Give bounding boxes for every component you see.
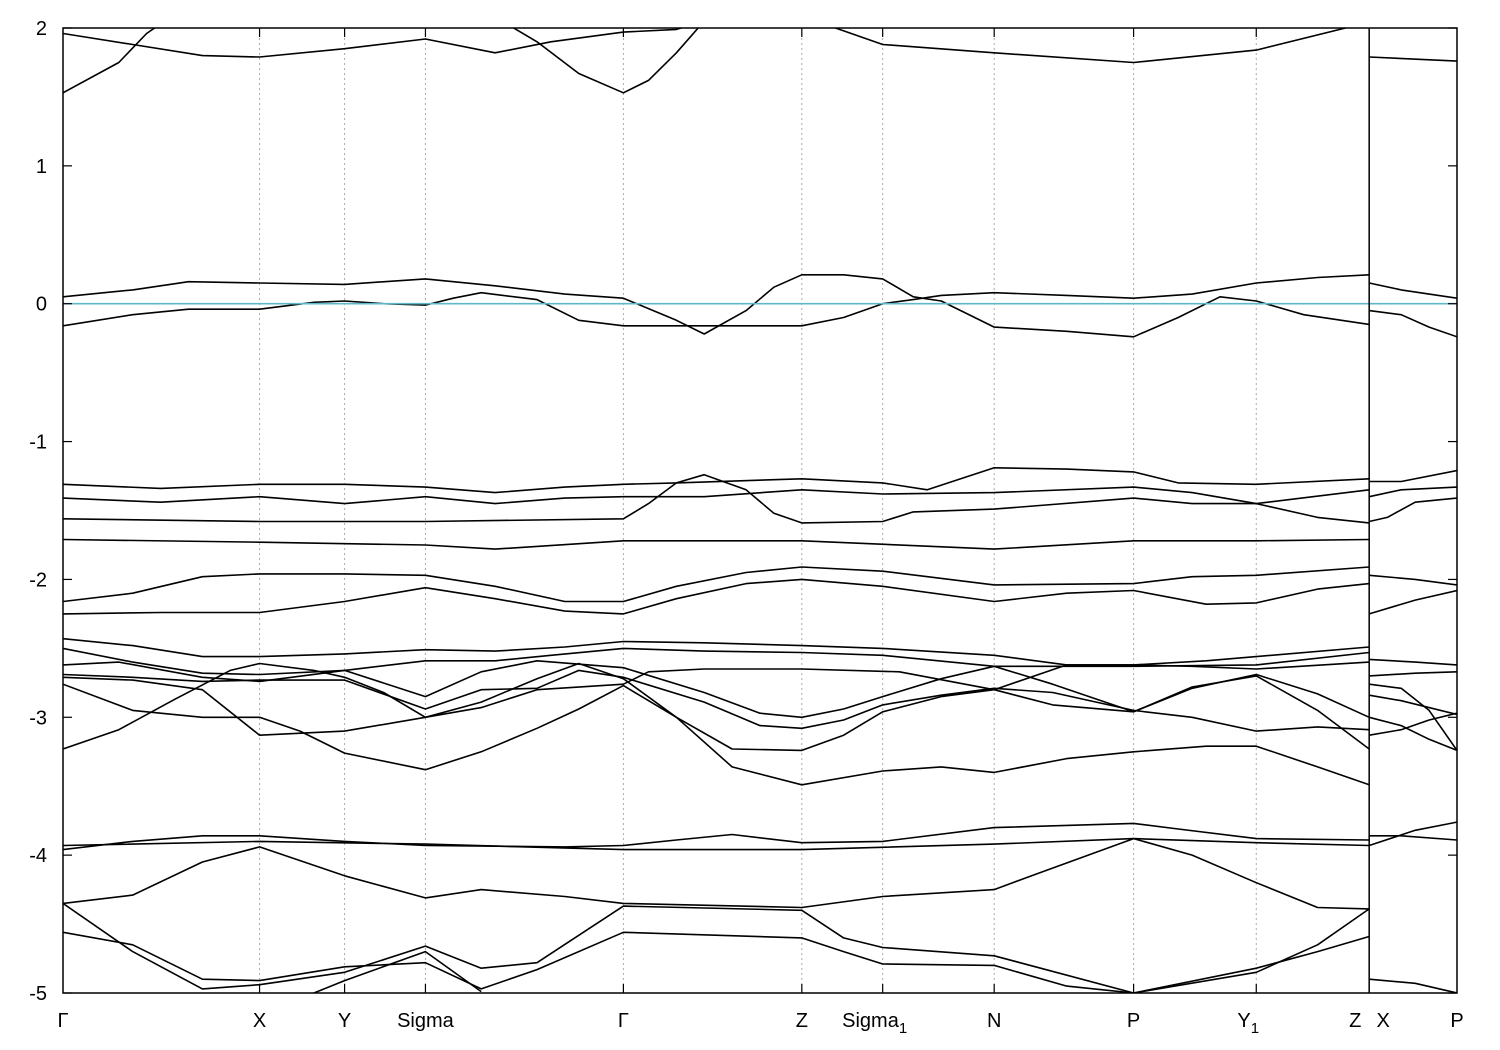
y-tick-label-6: 1: [36, 156, 47, 178]
y-tick-label-7: 2: [36, 18, 47, 40]
x-tick-label-10: Z: [1349, 1010, 1361, 1032]
band-35: [1369, 835, 1457, 841]
band-14: [1369, 486, 1457, 498]
y-tick-label-3: -2: [29, 569, 47, 591]
band-38: [63, 902, 1370, 993]
band-6: [63, 274, 1370, 327]
grid-lines: [259, 28, 1370, 993]
band-5: [63, 274, 1370, 338]
band-27: [1369, 658, 1457, 666]
band-39: [63, 931, 1370, 993]
y-tick-label-4: -1: [29, 432, 47, 454]
band-26: [63, 661, 1370, 736]
x-tick-label-1: X: [253, 1010, 266, 1032]
x-tick-label-11: X: [1377, 1010, 1390, 1032]
band-40: [313, 950, 482, 993]
band-8: [1369, 309, 1457, 338]
x-tick-label-4: Γ: [618, 1010, 629, 1032]
x-tick-label-5: Z: [796, 1010, 808, 1032]
y-tick-label-0: -5: [29, 983, 47, 1005]
band-15: [1369, 497, 1457, 523]
band-32: [1369, 694, 1457, 716]
band-23: [63, 669, 1370, 732]
x-tick-label-8: P: [1127, 1010, 1140, 1032]
band-7: [1369, 282, 1457, 299]
band-11: [63, 473, 1370, 524]
axes: [62, 27, 1458, 994]
x-tick-label-0: Γ: [57, 1010, 68, 1032]
band-30: [1368, 716, 1457, 752]
band-33: [63, 822, 1370, 851]
x-tick-subscript-9: 1: [1251, 1020, 1259, 1037]
band-41: [1369, 978, 1457, 993]
x-tick-label-12: P: [1450, 1010, 1463, 1032]
y-tick-label-1: -4: [29, 845, 47, 867]
band-17: [63, 578, 1370, 615]
band-9: [63, 467, 1370, 494]
band-29: [1369, 683, 1457, 751]
band-4: [1369, 56, 1457, 62]
band-curves: [63, 28, 1457, 993]
band-36: [1368, 821, 1457, 847]
x-tick-label-9: Y1: [1237, 1010, 1259, 1037]
band-34: [63, 837, 1370, 851]
band-10: [63, 486, 1370, 505]
x-tick-label-3: Sigma: [397, 1010, 455, 1032]
band-20: [63, 637, 1370, 666]
band-0: [63, 28, 156, 94]
y-tick-label-2: -3: [29, 707, 47, 729]
band-2: [512, 28, 700, 94]
band-37: [63, 837, 1370, 910]
x-tick-subscript-6: 1: [899, 1020, 907, 1037]
band-12: [63, 538, 1370, 550]
band-18: [1369, 574, 1457, 586]
x-tick-label-6: Sigma1: [842, 1010, 907, 1037]
band-13: [1369, 469, 1457, 483]
y-tick-label-5: 0: [36, 294, 47, 316]
x-tick-label-2: Y: [338, 1010, 351, 1032]
band-1: [63, 28, 684, 58]
band-21: [63, 647, 1370, 676]
band-19: [1368, 589, 1457, 615]
band-3: [833, 28, 1346, 64]
band-25: [63, 662, 1370, 752]
band-16: [63, 566, 1370, 603]
plot-frame: [62, 27, 1458, 994]
band-31: [1369, 712, 1457, 736]
band-28: [1369, 671, 1457, 677]
x-tick-label-7: N: [987, 1010, 1001, 1032]
